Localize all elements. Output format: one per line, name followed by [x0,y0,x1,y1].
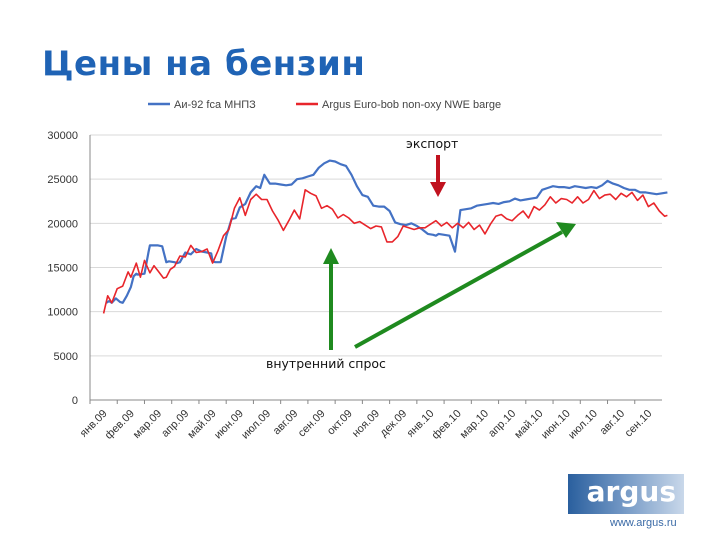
x-tick-label: мар.09 [131,408,164,441]
slide-title: Цены на бензин [42,44,366,84]
x-tick-label: июл.09 [239,408,273,442]
x-tick-label: дек.09 [378,408,410,440]
annotation-domestic-demand-label: внутренний спрос [266,356,386,371]
x-axis-ticks: янв.09фев.09мар.09апр.09май.09июн.09июл.… [78,400,655,442]
x-tick-label: июн.09 [212,408,246,442]
x-tick-label: авг.10 [598,408,628,438]
argus-url: www.argus.ru [610,517,677,529]
chart-annotations: экспорт внутренний спрос [266,136,576,371]
annotation-export-label: экспорт [406,136,458,151]
gasoline-price-chart: 0 5000 10000 15000 20000 25000 30000 янв.09фев… [47,99,668,442]
argus-logo: argus [568,474,684,514]
x-tick-label: мар.10 [458,408,491,441]
chart-gridlines [90,134,662,357]
x-tick-label: сен.10 [623,408,655,440]
chart-legend: Аи-92 fca МНПЗ Argus Euro-bob non-oxy NW… [148,99,501,111]
x-tick-label: май.10 [512,408,545,441]
y-tick-label: 25000 [47,174,78,186]
argus-logo-word: argus [586,475,676,508]
annotation-export-arrow [430,155,446,197]
y-tick-label: 15000 [47,263,78,275]
series-line-ai92 [105,159,668,304]
x-tick-label: июн.10 [539,408,573,442]
chart-axes [89,135,662,401]
y-tick-label: 30000 [47,130,78,142]
y-tick-label: 10000 [47,307,78,319]
y-tick-label: 0 [72,395,78,407]
series-line-eurobob [102,189,668,314]
series-lines [102,159,668,314]
y-tick-label: 20000 [47,218,78,230]
x-tick-label: сен.09 [296,408,328,440]
x-tick-label: фев.10 [430,408,464,442]
y-tick-label: 5000 [54,351,78,363]
x-tick-label: май.09 [185,408,218,441]
x-tick-label: авг.09 [271,408,301,438]
legend-label-ai92: Аи-92 fca МНПЗ [174,99,256,111]
x-tick-label: ноя.09 [350,408,382,440]
x-tick-label: июл.10 [566,408,600,442]
x-tick-label: фев.09 [103,408,137,442]
legend-label-eurobob: Argus Euro-bob non-oxy NWE barge [322,99,501,111]
annotation-domestic-arrow-right [354,222,576,349]
annotation-domestic-arrow-up [323,248,339,350]
y-axis-ticks: 0 5000 10000 15000 20000 25000 30000 [47,130,78,407]
